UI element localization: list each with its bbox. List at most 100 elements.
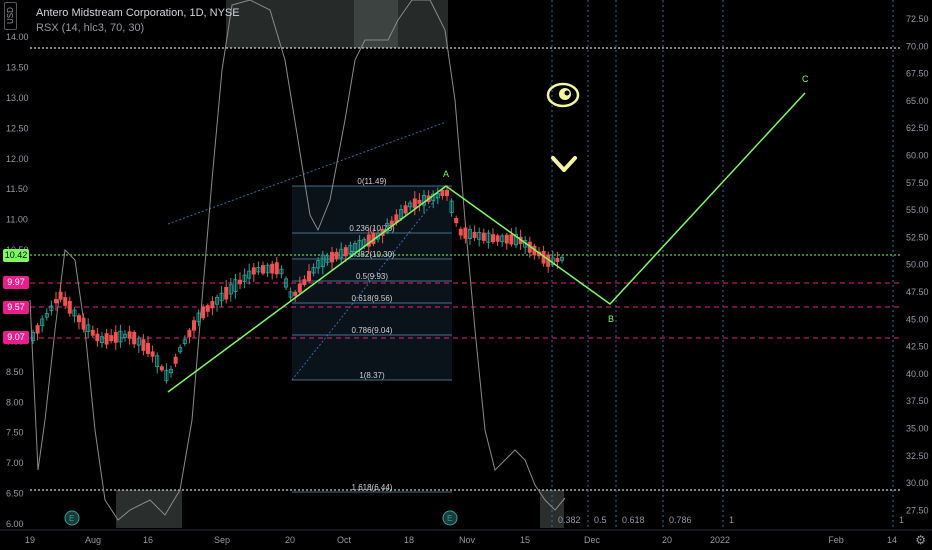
candle-body [90,329,95,336]
symbol-title[interactable]: Antero Midstream Corporation, 1D, NYSE [36,7,240,19]
fib-level-label: 0.618(9.56) [352,294,393,303]
left-tick-label: 13.00 [6,93,29,103]
time-tick-label: 16 [143,535,153,545]
right-tick-label: 52.50 [906,232,929,242]
candle-body [196,312,201,323]
candle-body [417,199,422,204]
candle-body [40,318,45,327]
candle-body [352,243,357,252]
candle-body [444,189,449,197]
candle-body [155,355,160,368]
price-badge: 10.42 [3,248,29,262]
eye-icon[interactable] [546,82,580,108]
time-tick-label: 14 [887,535,897,545]
time-fib-label: 1 [899,515,904,525]
price-badge: 9.97 [3,276,29,290]
candle-body [214,297,219,305]
candle-body [233,279,238,293]
candle-body [265,264,270,274]
left-tick-label: 11.50 [6,184,28,194]
candle-body [500,235,505,243]
candle-body [320,254,325,268]
candle-body [270,263,275,274]
candle-body [150,351,155,357]
wave-label-a: A [443,169,449,179]
candle-body [237,279,242,285]
candle-body [191,320,196,331]
time-fib-label: 0.5 [594,515,607,525]
time-tick-label: 15 [520,535,530,545]
currency-tag: USD [4,2,17,30]
right-tick-label: 57.50 [906,178,929,188]
chart-header: Antero Midstream Corporation, 1D, NYSE R… [36,6,240,36]
elliott-abc-wave[interactable] [167,92,806,393]
candle-body [247,270,252,279]
time-tick-label: Feb [828,535,844,545]
right-tick-label: 50.00 [906,260,929,270]
candle-body [316,260,321,269]
candle-body [348,245,353,255]
fib-trend-line [291,185,447,381]
right-tick-label: 37.50 [906,396,929,406]
candle-body [67,300,72,314]
left-tick-label: 6.50 [6,489,24,499]
earnings-marker-1[interactable]: E [64,510,80,526]
candle-body [463,227,468,239]
candle-body [514,234,519,246]
fib-level-label: 1(8.37) [359,371,385,380]
candle-body [440,189,445,197]
candle-body [242,274,247,282]
candle-body [95,333,100,342]
candle-body [260,265,265,274]
candle-body [49,305,54,311]
candle-body [454,218,459,224]
candle-body [279,268,284,275]
right-tick-label: 32.50 [906,451,929,461]
candlesticks [30,185,565,384]
candle-body [168,368,173,374]
candle-body [159,366,164,371]
earnings-marker-2[interactable]: E [442,510,458,526]
candle-body [228,284,233,295]
candle-body [100,336,105,344]
price-badge: 9.07 [3,331,29,345]
left-tick-label: 12.50 [6,123,29,133]
left-tick-label: 8.50 [6,367,24,377]
right-tick-label: 60.00 [906,151,929,161]
wave-label-b: B [608,314,614,324]
candle-body [136,337,141,346]
candle-body [54,299,59,304]
rsx-overbought-zone-peak [354,0,398,48]
candle-body [182,339,187,344]
candle-body [132,331,137,345]
left-tick-label: 12.00 [6,154,29,164]
svg-text:E: E [447,514,452,523]
candle-body [251,267,256,275]
candle-body [297,283,302,293]
candle-body [145,343,150,354]
right-tick-label: 65.00 [906,96,929,106]
rsx-oversold-zone [116,490,182,528]
candle-body [288,291,293,298]
right-tick-label: 72.50 [906,14,929,24]
rsx-overbought-zone [226,0,448,48]
right-tick-label: 30.00 [906,478,929,488]
candle-body [311,267,316,274]
candle-body [219,292,224,302]
gear-icon[interactable]: ⚙ [915,533,926,547]
time-tick-label: Sep [214,535,230,545]
indicator-title[interactable]: RSX (14, hlc3, 70, 30) [36,22,145,34]
left-tick-label: 13.50 [6,62,29,72]
candle-body [366,234,371,247]
candle-body [481,232,486,241]
candle-body [81,317,86,330]
candle-body [504,234,509,244]
left-tick-label: 11.00 [6,215,28,225]
left-tick-label: 7.00 [6,458,24,468]
candle-body [403,205,408,214]
wave-label-c: C [802,74,809,84]
time-tick-label: Oct [337,535,352,545]
chevron-down-icon [551,156,577,172]
fib-level-label: 0.5(9.93) [356,272,388,281]
